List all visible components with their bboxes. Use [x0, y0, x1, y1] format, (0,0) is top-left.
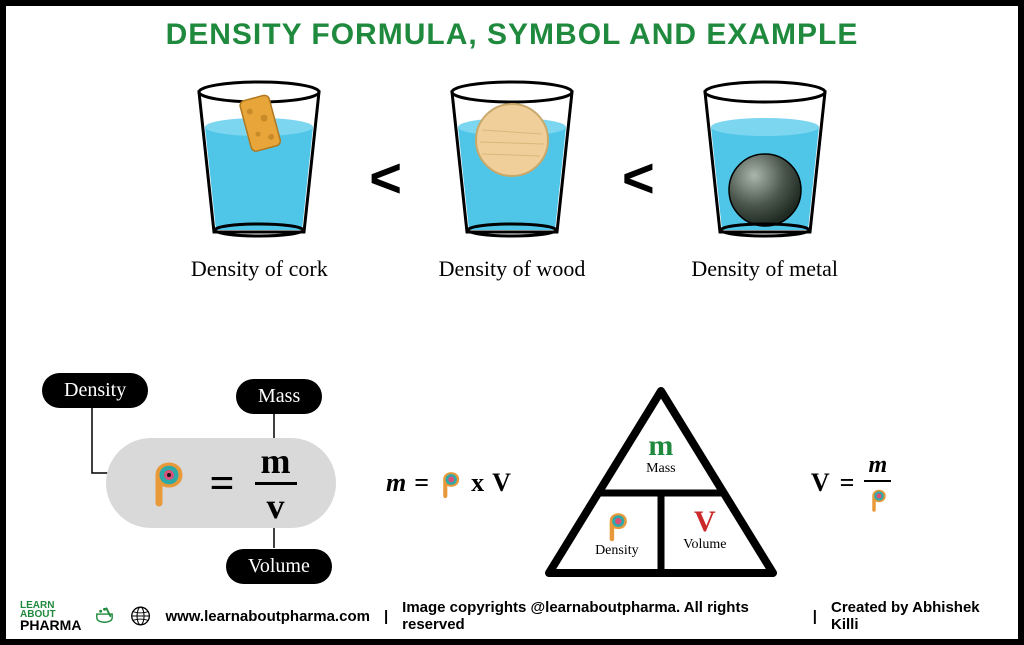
- metal-caption: Density of metal: [691, 256, 838, 282]
- glass-wood: Density of wood: [422, 72, 602, 282]
- fraction-mv: m v: [255, 443, 297, 524]
- formula-bubble: = m v: [106, 438, 336, 528]
- fraction-m-rho: m: [864, 453, 891, 513]
- footer-sep-1: |: [384, 608, 388, 625]
- globe-icon: [130, 605, 151, 627]
- glass-cork-svg: [169, 72, 349, 242]
- rho-icon-small-1: [437, 466, 463, 500]
- footer-sep-2: |: [813, 608, 817, 625]
- triangle-mass: m Mass: [541, 431, 781, 477]
- wood-caption: Density of wood: [439, 256, 586, 282]
- glasses-comparison-row: Density of cork < Density of wood <: [6, 72, 1018, 282]
- footer-url: www.learnaboutpharma.com: [165, 608, 370, 625]
- triangle-volume: V Volume: [665, 507, 745, 553]
- glass-wood-svg: [422, 72, 602, 242]
- less-than-2: <: [622, 145, 655, 210]
- rho-icon-small-2: [867, 485, 889, 513]
- formula-triangle: m Mass Density V Volume: [541, 383, 781, 583]
- logo-text: LEARN ABOUT PHARMA: [20, 601, 89, 632]
- equals-sign: =: [209, 458, 234, 509]
- mass-x: x: [471, 468, 484, 498]
- footer-credit: Created by Abhishek Killi: [831, 599, 1004, 633]
- mass-m: m: [386, 468, 406, 498]
- footer-copyright: Image copyrights @learnaboutpharma. All …: [402, 599, 799, 633]
- density-formula-box: Density Mass Volume =: [36, 373, 356, 593]
- mass-V: V: [492, 468, 511, 498]
- page-title: DENSITY FORMULA, SYMBOL AND EXAMPLE: [6, 18, 1018, 52]
- glass-metal: Density of metal: [675, 72, 855, 282]
- triangle-density: Density: [577, 507, 657, 559]
- denominator-v: v: [261, 488, 291, 524]
- mass-formula: m = x V: [386, 466, 511, 500]
- cork-caption: Density of cork: [191, 256, 328, 282]
- infographic-frame: DENSITY FORMULA, SYMBOL AND EXAMPLE Dens…: [0, 0, 1024, 645]
- footer: LEARN ABOUT PHARMA www.learnaboutpharma.…: [6, 599, 1018, 633]
- logo: LEARN ABOUT PHARMA: [20, 601, 116, 632]
- glass-cork: Density of cork: [169, 72, 349, 282]
- formula-section: Density Mass Volume =: [6, 373, 1018, 593]
- mass-eq: =: [414, 468, 429, 498]
- numerator-m: m: [255, 443, 297, 479]
- less-than-1: <: [369, 145, 402, 210]
- glass-metal-svg: [675, 72, 855, 242]
- vol-eq: =: [840, 468, 855, 498]
- rho-symbol: [145, 453, 189, 514]
- volume-formula: V = m: [811, 453, 891, 513]
- vol-num-m: m: [864, 453, 891, 477]
- vol-V: V: [811, 468, 830, 498]
- mortar-icon: [93, 604, 116, 628]
- rho-icon-triangle: [603, 507, 631, 543]
